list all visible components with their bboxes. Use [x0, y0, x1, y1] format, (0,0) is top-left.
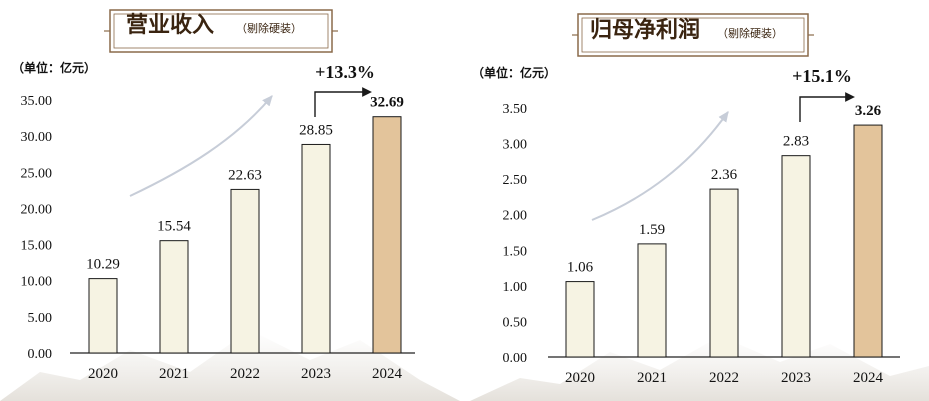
y-tick-label: 25.00	[21, 166, 53, 181]
bar-value-label: 15.54	[157, 219, 191, 235]
x-tick-label: 2024	[853, 370, 884, 386]
bar-value-label: 3.26	[855, 103, 882, 119]
y-tick-label: 1.50	[503, 244, 528, 259]
y-tick-label: 0.00	[503, 351, 528, 366]
x-tick-label: 2024	[372, 366, 403, 382]
x-tick-label: 2020	[565, 370, 595, 386]
y-tick-label: 1.00	[503, 280, 528, 295]
bar-value-label: 28.85	[299, 122, 333, 138]
growth-arrow	[314, 87, 372, 117]
bar-value-label: 1.59	[639, 222, 665, 238]
bar	[637, 243, 667, 358]
y-tick-label: 3.50	[503, 102, 528, 117]
bar	[853, 124, 883, 358]
unit-label: （单位：亿元）	[472, 65, 556, 80]
title-frame-outer	[577, 13, 809, 57]
bar-value-label: 10.29	[86, 257, 120, 273]
bar	[372, 116, 402, 354]
bar	[709, 188, 739, 358]
x-tick-label: 2020	[88, 366, 118, 382]
bar	[781, 155, 811, 358]
background-mountains	[0, 330, 929, 401]
y-tick-label: 15.00	[21, 239, 53, 254]
bar-value-label: 22.63	[228, 167, 262, 183]
bar	[565, 281, 595, 358]
revenue-chart: 营业收入 （剔除硬装） （单位：亿元） 0.00 5.00 10.00 15.00 20.00…	[12, 9, 415, 382]
bar	[230, 188, 260, 354]
x-tick-label: 2022	[230, 366, 260, 382]
y-tick-label: 2.50	[503, 173, 528, 188]
growth-label: +13.3%	[315, 62, 375, 82]
bar-value-label: 1.06	[567, 260, 594, 276]
trend-curve-arrow	[591, 111, 729, 221]
net-profit-chart: 归母净利润 （剔除硬装） （单位：亿元） 0.00 0.50 1.00 1.50 2.00 2.…	[472, 13, 900, 386]
bar	[88, 278, 118, 354]
chart-title-note: （剔除硬装）	[717, 26, 783, 40]
y-tick-label: 10.00	[21, 275, 53, 290]
trend-curve-arrow	[129, 95, 273, 197]
y-tick-label: 0.00	[28, 347, 53, 362]
bar-value-label: 32.69	[370, 95, 404, 111]
y-tick-label: 5.00	[28, 311, 53, 326]
x-tick-label: 2021	[637, 370, 667, 386]
x-tick-label: 2023	[301, 366, 331, 382]
title-frame-inner	[113, 13, 329, 49]
x-tick-label: 2021	[159, 366, 189, 382]
chart-title: 营业收入	[126, 12, 214, 38]
y-tick-label: 35.00	[21, 94, 53, 109]
bar-value-label: 2.36	[711, 167, 738, 183]
y-tick-label: 3.00	[503, 138, 528, 153]
bar	[301, 143, 331, 354]
x-tick-label: 2023	[781, 370, 811, 386]
y-tick-label: 2.00	[503, 209, 528, 224]
chart-title: 归母净利润	[590, 17, 700, 43]
y-tick-label: 30.00	[21, 130, 53, 145]
bar-value-label: 2.83	[783, 134, 809, 150]
x-tick-label: 2022	[709, 370, 739, 386]
bar	[159, 240, 189, 354]
growth-arrow	[799, 92, 855, 122]
unit-label: （单位：亿元）	[12, 60, 96, 75]
title-frame-inner	[581, 17, 805, 53]
y-tick-label: 0.50	[503, 315, 528, 330]
y-tick-label: 20.00	[21, 202, 53, 217]
growth-label: +15.1%	[792, 66, 852, 86]
chart-title-note: （剔除硬装）	[236, 21, 302, 35]
